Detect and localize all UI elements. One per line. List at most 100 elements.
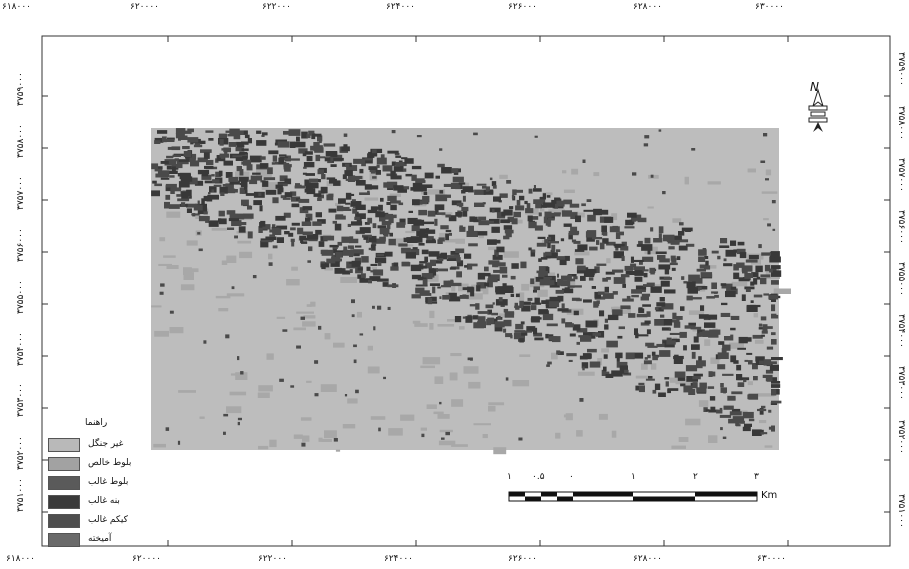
raster-cell-dark [313,142,320,147]
raster-cell-dark [509,206,514,210]
raster-cell-dark [368,166,378,170]
raster-cell-light [434,376,444,384]
raster-cell-speck [438,258,444,262]
raster-cell-dark [235,156,248,161]
raster-cell-dark [190,160,200,167]
raster-cell-light [447,319,461,322]
raster-cell-dark [487,309,492,315]
raster-cell-dark [667,389,671,394]
raster-cell-dark [698,256,706,262]
raster-cell-speck [351,314,355,318]
raster-cell-dark [755,265,763,273]
raster-cell-dark [612,269,624,273]
raster-cell-dark [642,269,649,272]
raster-cell-dark [599,310,605,317]
raster-cell-light [367,345,373,351]
raster-cell-light [340,276,357,283]
raster-cell-dark [277,188,282,195]
raster-cell-dark [687,287,698,294]
x-tick-label-bottom: ۶۲۰۰۰۰ [132,554,162,564]
raster-cell-dark [410,248,420,256]
raster-cell-light [521,283,530,291]
raster-cell-speck [203,211,208,215]
raster-cell-dark [208,138,214,141]
raster-cell-dark [640,322,650,326]
raster-cell-dark [651,351,656,356]
legend-swatch [48,457,80,471]
raster-cell-dark [301,221,312,226]
raster-cell-dark [388,216,394,224]
raster-cell-speck [398,202,404,206]
raster-cell-speck [252,275,257,279]
raster-cell-dark [164,201,170,209]
raster-cell-dark [548,280,555,286]
raster-cell-dark [510,293,515,297]
raster-cell-dark [487,278,498,283]
raster-cell-dark [719,414,732,418]
raster-cell-dark [765,377,773,382]
raster-cell-speck [643,143,649,147]
raster-cell-dark [345,202,351,205]
raster-cell-dark [634,269,644,276]
raster-cell-dark [187,128,194,133]
raster-cell-dark [528,247,532,251]
raster-cell-dark [450,251,460,255]
raster-cell-dark [346,165,358,171]
x-tick-label-bottom: ۶۲۴۰۰۰ [384,554,414,564]
raster-cell-dark [555,289,564,294]
raster-cell-dark [587,348,597,353]
raster-cell-dark [730,286,737,290]
x-tick-label-bottom: ۶۲۶۰۰۰ [508,554,538,564]
raster-cell-speck [650,174,654,178]
raster-cell-dark [412,199,420,206]
raster-cell-dark [742,411,754,419]
raster-cell-dark [530,305,537,311]
legend-label: آمیخته [88,534,112,544]
raster-cell-dark [366,266,371,271]
legend-item: آمیخته [48,533,178,547]
raster-cell-dark [283,157,291,161]
raster-cell-dark [551,199,557,204]
y-tick-label-right: ۳۷۵۶۰۰۰ [896,210,906,244]
raster-cell-speck [439,401,442,405]
raster-cell-dark [725,290,736,298]
raster-cell-dark [542,193,546,200]
raster-cell-dark [288,232,294,237]
raster-cell-dark [164,159,177,166]
raster-cell-speck [368,279,372,284]
raster-cell-dark [743,379,747,383]
raster-cell-dark [321,173,326,180]
raster-cell-dark [325,151,338,157]
raster-cell-light [324,267,333,271]
raster-cell-speck [462,316,466,319]
raster-cell-dark [355,204,366,210]
raster-cell-light [593,172,600,177]
raster-cell-dark [152,180,157,184]
raster-cell-speck [492,209,495,213]
raster-cell-dark [607,314,619,321]
raster-cell-dark [755,356,765,362]
raster-cell-dark [367,209,378,214]
raster-cell-dark [368,185,379,190]
raster-cell-dark [771,400,782,404]
raster-cell-dark [421,249,429,255]
raster-cell-speck [492,302,495,305]
raster-cell-dark [533,199,546,204]
raster-cell-dark [376,253,384,257]
raster-cell-dark [235,147,244,152]
raster-cell-dark [650,227,654,232]
raster-cell-dark [505,333,513,338]
raster-cell-light [364,197,379,201]
raster-cell-dark [716,409,723,414]
raster-cell-dark [227,133,238,137]
raster-cell-speck [211,189,215,193]
raster-cell-dark [752,429,762,436]
raster-cell-dark [467,263,473,270]
raster-cell-dark [465,316,473,323]
raster-cell-dark [370,270,378,273]
raster-cell-dark [756,276,761,280]
raster-cell-dark [359,227,371,234]
raster-cell-dark [763,359,772,366]
raster-cell-dark [466,230,478,237]
raster-cell-dark [235,141,244,146]
